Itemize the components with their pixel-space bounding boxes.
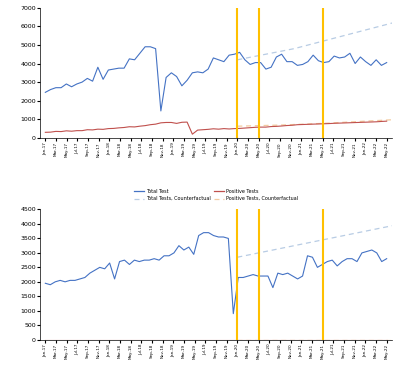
- Legend: Total Test, Total Tests, Counterfactual, Positive Tests, Positive Tests, Counter: Total Test, Total Tests, Counterfactual,…: [132, 187, 300, 203]
